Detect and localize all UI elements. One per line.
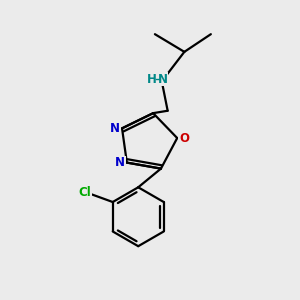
Text: N: N — [158, 73, 168, 86]
Text: N: N — [110, 122, 120, 135]
Text: N: N — [115, 156, 125, 169]
Text: O: O — [179, 132, 189, 145]
Text: Cl: Cl — [79, 186, 92, 199]
Text: H: H — [147, 73, 157, 86]
